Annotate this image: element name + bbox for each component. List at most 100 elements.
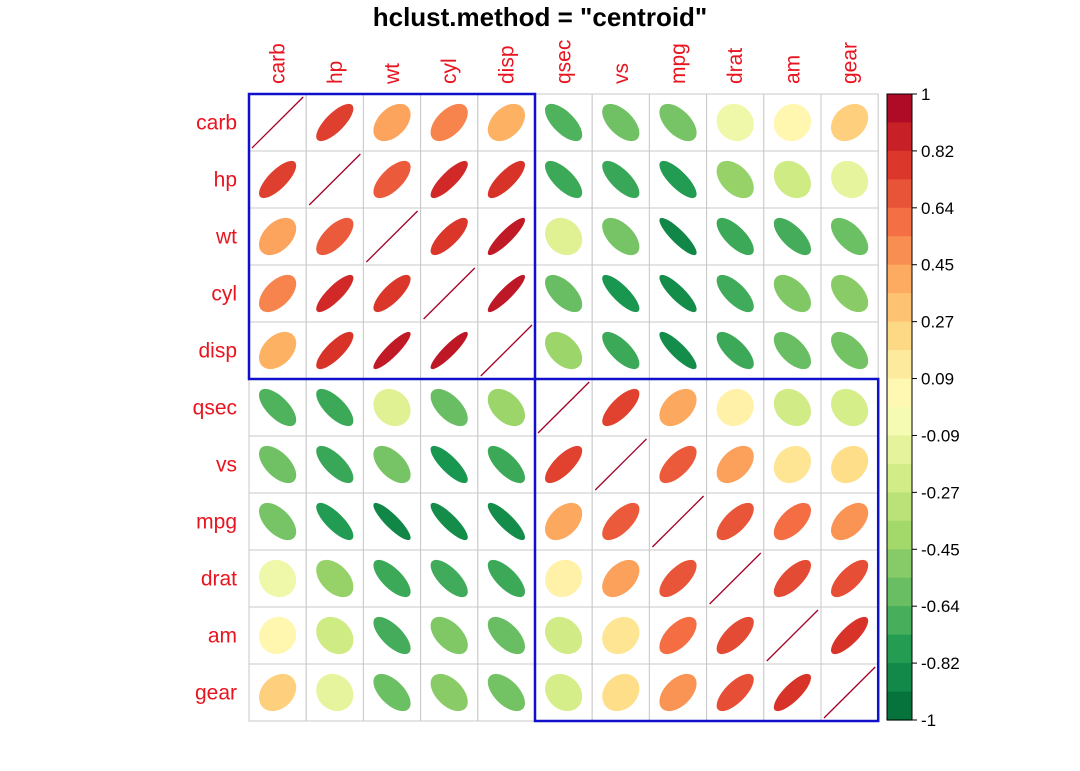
legend-swatch [887,606,912,636]
cell-cyl-mpg [648,264,708,323]
cell-mpg-drat [706,492,765,551]
correlation-ellipse [258,331,297,370]
cell-gear-cyl [420,663,479,722]
cell-gear-wt [362,663,422,722]
cell-cyl-am [763,264,822,323]
cell-vs-hp [305,435,364,494]
column-label-cyl: cyl [438,58,461,84]
cell-cyl-hp [305,264,364,323]
cell-disp-am [763,321,822,380]
cell-vs-disp [477,435,536,494]
cluster-boxes [247,92,880,723]
cell-carb-mpg [648,93,708,152]
legend-swatch [887,264,912,294]
legend-swatch [887,179,912,209]
correlation-ellipse [423,267,476,320]
cell-wt-vs [591,207,650,266]
cell-drat-am [763,549,822,608]
column-label-hp: hp [324,61,347,84]
correlation-ellipse [659,331,697,370]
row-label-mpg: mpg [196,511,237,534]
correlation-ellipse [773,160,812,199]
cell-carb-drat [706,93,765,152]
correlation-ellipse [830,160,869,199]
cell-cyl-disp [477,264,536,323]
cell-cyl-carb [248,264,307,323]
correlation-ellipse [373,445,411,484]
correlation-ellipse [773,388,812,427]
cell-vs-carb [248,435,307,494]
cell-carb-vs [591,93,650,152]
cell-wt-carb [248,207,307,266]
cell-hp-cyl [420,150,479,209]
cell-drat-gear [820,549,879,608]
legend-tick-label: 0.82 [921,142,954,161]
cell-qsec-gear [820,378,879,437]
correlation-ellipse [373,274,411,313]
cell-hp-wt [362,150,422,209]
legend-swatch [887,150,912,180]
cell-mpg-cyl [420,492,479,551]
legend-tick-label: 1 [921,85,930,104]
correlation-ellipse [430,616,468,655]
correlation-ellipse [602,217,640,256]
cell-disp-wt [362,321,422,380]
correlation-ellipse [373,673,411,712]
correlation-ellipse [602,559,640,598]
correlation-ellipse [430,217,468,256]
correlation-ellipse [544,331,583,370]
cell-vs-mpg [648,435,708,494]
legend-swatch [887,378,912,408]
column-label-am: am [781,55,804,84]
column-label-gear: gear [839,42,862,84]
correlation-ellipse [716,217,754,256]
cell-gear-drat [706,663,765,722]
correlation-ellipse [251,96,304,149]
cell-wt-drat [706,207,765,266]
correlation-ellipse [716,160,754,199]
cell-qsec-am [763,378,822,437]
row-label-disp: disp [198,340,237,363]
column-label-wt: wt [381,63,404,85]
cell-cyl-qsec [534,264,593,323]
cell-disp-gear [820,321,879,380]
row-labels: carb hp wt cyl disp qsec vs mpg drat am gear [193,112,238,705]
cell-am-disp [477,606,536,665]
cell-hp-am [763,150,822,209]
legend-tick-label: 0.09 [921,370,954,389]
cell-am-wt [362,606,422,665]
row-label-drat: drat [201,568,237,591]
correlation-ellipse [373,160,411,199]
cell-am-hp [305,606,364,665]
correlation-ellipse [544,217,583,256]
row-label-vs: vs [216,454,237,477]
correlation-ellipse [830,445,869,484]
legend-tick-label: -0.27 [921,483,960,502]
correlation-ellipse [773,673,812,712]
correlation-ellipse [773,103,812,142]
correlation-ellipse [716,673,754,712]
correlation-ellipse [594,438,647,491]
legend-swatch [887,663,912,693]
cell-gear-carb [248,663,307,722]
correlation-ellipse [373,103,411,142]
column-label-mpg: mpg [667,43,690,84]
legend-tick-label: -0.45 [921,540,960,559]
correlation-ellipse [480,324,533,377]
cell-drat-hp [305,549,364,608]
cell-disp-mpg [648,321,708,380]
cell-wt-mpg [648,207,708,266]
correlation-ellipse [830,559,869,598]
legend-swatch [887,293,912,323]
correlation-ellipse [316,274,354,313]
correlation-ellipse [308,153,361,206]
column-label-vs: vs [610,63,633,84]
cell-am-cyl [420,606,479,665]
cell-am-qsec [534,606,593,665]
correlation-ellipse [316,673,354,712]
cell-drat-qsec [534,549,593,608]
cell-drat-carb [248,549,307,608]
cell-wt-cyl [420,207,479,266]
correlation-ellipse [487,388,526,427]
correlation-ellipse [659,160,697,199]
